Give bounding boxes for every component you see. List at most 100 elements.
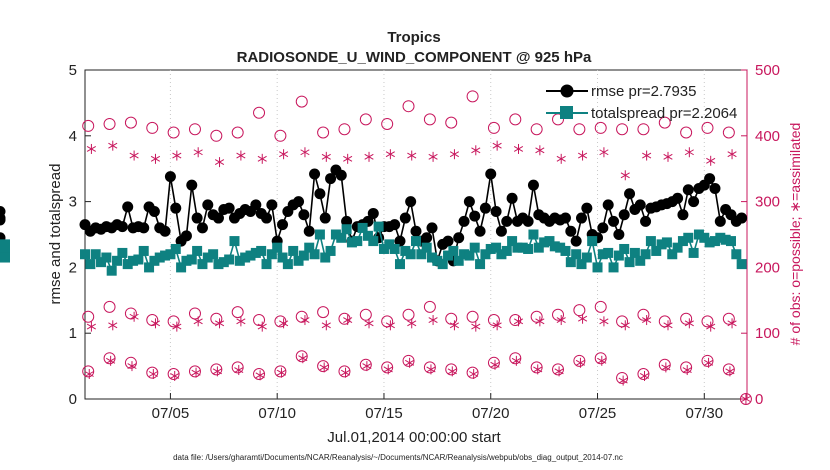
totalspread-point [362,230,373,241]
obs-assimilated-marker [703,357,714,368]
obs-assimilated-marker [449,320,460,331]
totalspread-point [571,249,582,260]
obs-possible-marker [402,354,415,367]
rmse-point [266,199,278,211]
obs-assimilated-marker [214,318,225,329]
obs-assimilated-marker [533,364,543,375]
obs-possible-marker [487,121,500,134]
obs-assimilated-marker [426,364,436,375]
obs-possible-marker [701,315,714,328]
obs-assimilated-marker [513,316,524,327]
totalspread-point [197,259,208,270]
rmse-point [608,215,620,227]
rmse-point [186,179,198,191]
legend-totalspread-marker [560,106,573,119]
obs-assimilated-stroke [86,146,96,152]
y-axis-left-label: rmse and totalspread [47,164,64,305]
totalspread-point [587,236,598,247]
totalspread-point [651,245,662,256]
y-tick-label: 0 [69,391,77,408]
obs-assimilated-stroke [706,323,716,330]
obs-assimilated-marker [428,315,438,326]
obs-assimilated-marker [471,145,481,156]
obs-assimilated-stroke [554,368,564,375]
totalspread-point [448,245,459,256]
totalspread-point [213,259,224,270]
obs-assimilated-stroke [577,152,588,159]
obs-possible-marker [359,308,372,321]
obs-assimilated-stroke [428,153,438,160]
totalspread-point [672,242,683,253]
obs-assimilated-marker [492,140,502,151]
obs-assimilated-marker [276,367,287,378]
obs-assimilated-stroke [172,152,182,159]
obs-assimilated-stroke [449,151,460,158]
obs-assimilated-marker [257,321,267,332]
totalspread-point [85,259,96,270]
obs-assimilated-marker [535,145,545,156]
obs-assimilated-marker [150,318,161,329]
y-axis-right: 0 100 200 300 400 500 [741,62,780,408]
x-tick-label: 07/15 [365,405,403,422]
obs-assimilated-stroke [385,151,395,158]
totalspread-point [523,243,534,254]
totalspread-point [453,255,464,266]
totalspread-point [459,249,470,260]
obs-assimilated-marker [343,315,353,326]
rmse-point [122,201,134,213]
data-file-footnote: data file: /Users/gharamti/Documents/NCA… [173,453,623,462]
obs-assimilated-marker [148,368,158,379]
obs-possible-marker [739,393,752,405]
totalspread-point [144,262,155,273]
rmse-point [325,173,337,185]
obs-possible-marker [274,365,287,378]
obs-assimilated-marker [449,149,460,160]
totalspread-point [427,252,438,263]
obs-assimilated-marker [106,355,116,366]
obs-assimilated-stroke [642,317,652,323]
obs-assimilated-marker [727,149,737,160]
totalspread-point [282,259,293,270]
obs-possible-marker [701,121,714,134]
obs-possible-marker [530,310,543,323]
obs-possible-marker [594,300,607,313]
rmse-point [426,222,438,234]
obs-assimilated-marker [343,153,353,164]
rmse-point [672,192,684,204]
totalspread-point [475,259,486,270]
obs-assimilated-marker [684,147,694,158]
y-tick-label: 5 [69,62,77,79]
obs-assimilated-marker [556,315,566,326]
obs-possible-marker [231,306,244,319]
x-axis-label: Jul.01,2014 00:00:00 start [327,429,501,446]
obs-assimilated-marker [469,368,479,379]
chart-title: Tropics [387,29,440,46]
obs-assimilated-marker [620,320,630,331]
obs-assimilated-stroke [533,366,543,373]
obs-possible-marker [167,367,180,380]
obs-possible-marker [359,113,372,126]
rmse-point [223,202,235,214]
totalspread-point [245,250,256,261]
totalspread-point [677,236,688,247]
obs-assimilated-marker [577,150,588,161]
obs-possible-marker [146,366,159,379]
totalspread-point [416,249,427,260]
rmse-point [581,202,593,214]
totalspread-point [378,243,389,254]
totalspread-point [128,255,139,266]
obs-assimilated-stroke [108,322,118,329]
obs-possible-marker [552,308,565,321]
obs-assimilated-marker [492,320,502,331]
totalspread-point [731,249,742,260]
obs-possible-marker [680,361,693,374]
x-tick-label: 07/05 [152,405,190,422]
obs-possible-marker [146,121,159,134]
obs-assimilated-stroke [428,317,438,323]
obs-assimilated-stroke [703,359,714,366]
obs-assimilated-marker [214,157,225,168]
obs-assimilated-stroke [556,317,566,323]
totalspread-point [112,255,123,266]
rmse-point [714,215,726,227]
